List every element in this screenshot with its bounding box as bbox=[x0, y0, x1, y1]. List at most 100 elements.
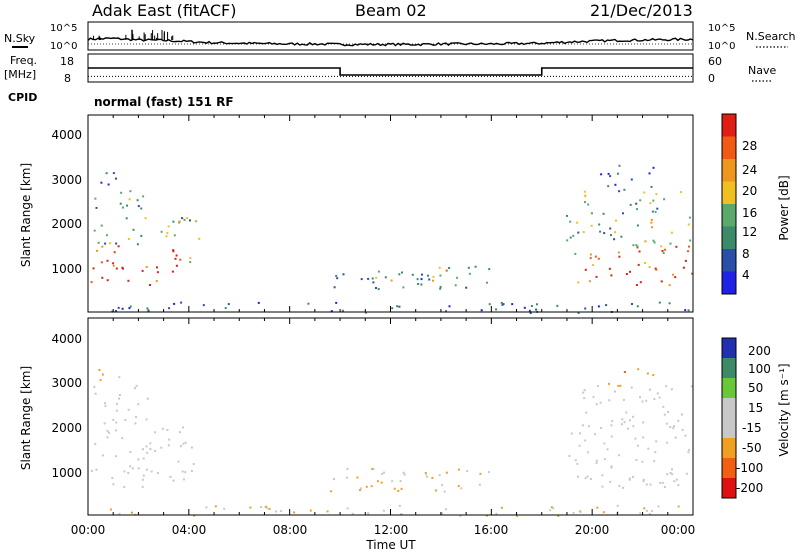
data-cell-2 bbox=[100, 224, 103, 227]
data-cell-9 bbox=[690, 385, 693, 388]
velocity-ytick-4000: 4000 bbox=[51, 332, 82, 346]
data-cell-5 bbox=[486, 281, 488, 284]
data-cell-2 bbox=[109, 242, 112, 245]
power-colorbar-frame bbox=[721, 113, 737, 295]
freq-left-label-2: [MHz] bbox=[4, 68, 36, 81]
data-cell-6 bbox=[635, 458, 638, 461]
data-cell-0 bbox=[149, 448, 152, 451]
data-cell-1 bbox=[178, 431, 181, 434]
data-cell-6 bbox=[622, 486, 625, 489]
data-cell-11 bbox=[326, 510, 329, 513]
noise-sky-line bbox=[87, 37, 694, 47]
data-cell-5 bbox=[402, 471, 405, 474]
data-cell-5 bbox=[335, 274, 338, 277]
data-cell-9 bbox=[653, 398, 656, 401]
freq-tick-bottom: 8 bbox=[64, 72, 71, 85]
data-cell-6 bbox=[661, 481, 664, 484]
data-cell-6 bbox=[628, 478, 631, 481]
data-cell-9 bbox=[614, 390, 616, 393]
data-cell-6 bbox=[687, 451, 690, 454]
data-cell-3 bbox=[129, 190, 132, 193]
data-cell-9 bbox=[656, 392, 659, 395]
power-cbar-tick-4: 4 bbox=[742, 268, 750, 282]
data-cell-10 bbox=[619, 384, 622, 387]
data-cell-11 bbox=[223, 507, 226, 510]
data-cell-2 bbox=[172, 220, 175, 223]
data-cell-4 bbox=[380, 481, 383, 484]
data-cell-10 bbox=[656, 207, 659, 210]
data-cell-2 bbox=[160, 230, 163, 233]
data-cell-7 bbox=[637, 263, 640, 266]
velocity-ylabel: Slant Range [km] bbox=[19, 366, 33, 470]
data-cell-1 bbox=[134, 422, 137, 425]
data-cell-6 bbox=[653, 460, 656, 463]
data-cell-4 bbox=[381, 472, 384, 475]
data-cell-5 bbox=[439, 287, 442, 290]
data-cell-1 bbox=[179, 258, 182, 261]
data-cell-1 bbox=[182, 426, 184, 429]
data-cell-9 bbox=[630, 386, 633, 389]
data-cell-1 bbox=[172, 249, 175, 252]
data-cell-7 bbox=[608, 267, 611, 270]
data-cell-9 bbox=[670, 388, 673, 391]
data-cell-2 bbox=[132, 228, 135, 231]
data-cell-5 bbox=[474, 265, 477, 268]
data-cell-0 bbox=[123, 470, 126, 473]
data-cell-8 bbox=[574, 252, 577, 255]
data-cell-7 bbox=[682, 266, 685, 269]
data-cell-10 bbox=[654, 210, 657, 213]
data-cell-12 bbox=[528, 309, 531, 312]
velocity-yticks: 4000 3000 2000 1000 bbox=[51, 332, 82, 480]
data-cell-8 bbox=[617, 251, 620, 254]
data-cell-1 bbox=[166, 429, 169, 431]
data-cell-11 bbox=[607, 172, 610, 175]
data-cell-9 bbox=[566, 239, 569, 242]
data-cell-9 bbox=[648, 388, 651, 391]
power-cbar-tick-8: 8 bbox=[742, 247, 750, 261]
data-cell-8 bbox=[594, 255, 597, 258]
data-cell-12 bbox=[307, 302, 310, 305]
data-cell-4 bbox=[333, 478, 336, 480]
data-cell-4 bbox=[438, 474, 441, 477]
data-cell-6 bbox=[589, 478, 592, 480]
data-cell-11 bbox=[596, 506, 599, 509]
data-cell-0 bbox=[156, 271, 159, 274]
data-cell-7 bbox=[654, 267, 657, 270]
data-cell-9 bbox=[583, 389, 586, 392]
data-cell-9 bbox=[595, 403, 598, 406]
data-cell-2 bbox=[93, 385, 96, 388]
data-cell-10 bbox=[643, 191, 646, 194]
power-colorbar-segment bbox=[722, 204, 736, 227]
data-cell-8 bbox=[638, 250, 641, 253]
data-cell-7 bbox=[639, 281, 642, 284]
data-cell-2 bbox=[97, 241, 100, 244]
data-cell-2 bbox=[173, 234, 176, 237]
data-cell-10 bbox=[651, 210, 654, 213]
data-cell-0 bbox=[137, 458, 140, 461]
power-cbar-tick-12: 12 bbox=[742, 225, 757, 239]
data-cell-8 bbox=[610, 424, 613, 427]
data-cell-3 bbox=[95, 206, 98, 209]
data-cell-0 bbox=[111, 477, 114, 479]
data-cell-12 bbox=[257, 301, 260, 304]
data-cell-11 bbox=[459, 514, 462, 517]
velocity-colorbar-segment bbox=[722, 358, 736, 378]
data-cell-7 bbox=[635, 284, 638, 286]
data-cell-6 bbox=[445, 269, 448, 272]
data-cell-9 bbox=[644, 240, 647, 243]
data-cell-11 bbox=[630, 178, 633, 181]
data-cell-8 bbox=[664, 248, 667, 251]
data-cell-7 bbox=[668, 284, 671, 287]
power-colorbar-segment bbox=[722, 114, 736, 137]
data-cell-0 bbox=[145, 468, 148, 471]
power-colorbar-segment bbox=[722, 136, 736, 159]
data-cell-8 bbox=[672, 427, 675, 430]
data-cell-5 bbox=[411, 273, 414, 276]
xtick-1200: 12:00 bbox=[374, 523, 409, 537]
data-cell-0 bbox=[127, 279, 130, 282]
velocity-colorbar-ticks: 200 100 50 15 -15 -50 -100 -200 bbox=[736, 344, 771, 495]
data-cell-4 bbox=[371, 467, 374, 470]
power-colorbar-segment bbox=[722, 226, 736, 249]
data-cell-6 bbox=[666, 473, 669, 476]
data-cell-8 bbox=[581, 424, 584, 427]
